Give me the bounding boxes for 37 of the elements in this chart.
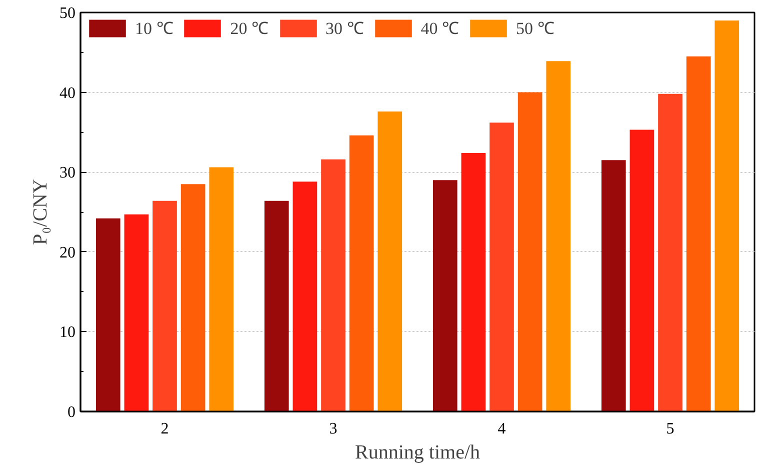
bar bbox=[209, 167, 234, 412]
bar bbox=[490, 122, 514, 412]
bar bbox=[124, 214, 149, 412]
bar bbox=[180, 184, 206, 412]
y-axis-title: P₀/CNY bbox=[30, 179, 52, 245]
bar bbox=[601, 160, 626, 412]
bar bbox=[321, 159, 346, 412]
y-tick-label: 50 bbox=[60, 5, 76, 22]
bar bbox=[658, 94, 682, 412]
x-tick-label: 3 bbox=[329, 420, 338, 438]
bar bbox=[546, 61, 571, 412]
y-tick-label: 40 bbox=[60, 84, 76, 102]
bar bbox=[264, 200, 289, 412]
legend-label: 50 ℃ bbox=[516, 18, 554, 39]
y-tick-label: 10 bbox=[60, 324, 76, 342]
bar bbox=[461, 152, 486, 412]
legend-label: 40 ℃ bbox=[420, 18, 459, 39]
x-tick-label: 2 bbox=[160, 420, 169, 438]
y-tick-label: 0 bbox=[68, 404, 76, 421]
bar bbox=[686, 56, 711, 412]
bar bbox=[714, 20, 740, 412]
bar bbox=[432, 180, 458, 412]
bar bbox=[518, 92, 542, 412]
y-tick-label: 30 bbox=[60, 164, 76, 182]
legend-label: 20 ℃ bbox=[230, 18, 268, 39]
bar bbox=[378, 111, 402, 412]
bar bbox=[292, 182, 318, 412]
x-tick-label: 5 bbox=[666, 420, 674, 438]
legend-label: 30 ℃ bbox=[326, 18, 364, 39]
bar bbox=[96, 218, 120, 412]
legend-label: 10 ℃ bbox=[135, 18, 174, 39]
x-tick-label: 4 bbox=[498, 420, 506, 438]
bar bbox=[152, 200, 177, 412]
x-axis-title: Running time/h bbox=[355, 442, 480, 464]
y-tick-label: 20 bbox=[60, 244, 76, 262]
bar bbox=[630, 130, 654, 412]
bar bbox=[349, 135, 374, 412]
